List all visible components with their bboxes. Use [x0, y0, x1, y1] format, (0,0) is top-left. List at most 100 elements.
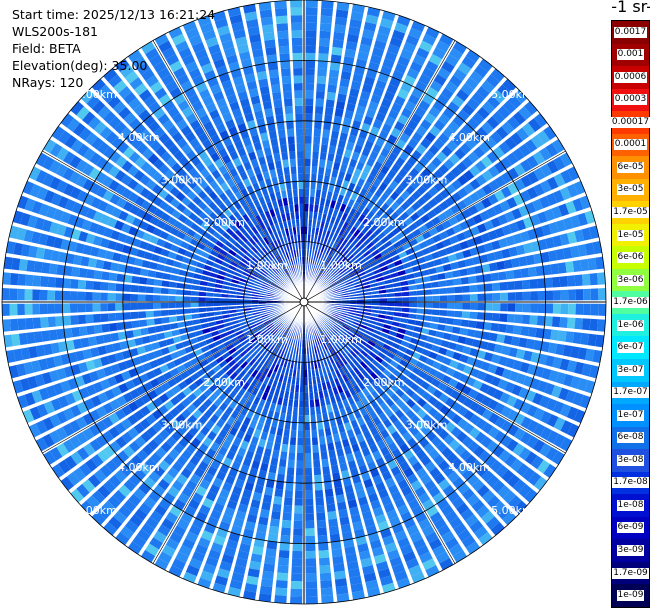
start-time-text: Start time: 2025/12/13 16:21:24 — [12, 7, 216, 22]
range-bin — [178, 327, 188, 335]
range-bin — [285, 181, 292, 191]
range-bin — [246, 409, 255, 419]
range-bin — [309, 196, 315, 205]
range-bin — [324, 198, 331, 208]
range-bin — [81, 373, 93, 385]
range-bin — [334, 262, 342, 270]
range-bin — [316, 328, 321, 337]
range-bin — [285, 344, 290, 353]
range-bin — [181, 397, 192, 408]
range-bin — [334, 334, 342, 342]
range-bin — [165, 53, 180, 66]
range-bin — [40, 317, 49, 329]
range-bin — [226, 450, 236, 461]
range-bin — [89, 409, 101, 422]
ray-line — [34, 164, 305, 303]
ray-line — [210, 301, 305, 590]
ray-line — [240, 6, 305, 303]
range-bin — [335, 234, 342, 243]
range-bin — [320, 15, 333, 25]
range-bin — [253, 243, 261, 252]
range-bin — [466, 266, 476, 276]
range-bin — [249, 403, 258, 413]
range-bin — [321, 261, 327, 270]
range-bin — [230, 184, 240, 194]
range-bin — [350, 513, 362, 524]
range-bin — [328, 76, 339, 86]
range-bin — [304, 400, 309, 408]
range-bin — [288, 353, 293, 361]
range-bin — [515, 291, 523, 301]
range-bin — [36, 186, 49, 201]
range-bin — [419, 263, 428, 271]
range-bin — [268, 525, 279, 535]
range-bin — [349, 127, 359, 137]
range-bin — [533, 183, 545, 197]
range-bin — [305, 120, 313, 129]
range-bin — [264, 351, 271, 359]
range-bin — [16, 227, 27, 241]
range-bin — [163, 371, 173, 381]
range-bin — [280, 271, 287, 279]
range-bin — [535, 265, 545, 277]
range-bin — [499, 281, 508, 291]
range-bin — [562, 247, 573, 260]
range-bin — [382, 369, 392, 378]
range-bin — [317, 60, 328, 70]
range-bin — [320, 252, 326, 261]
range-bin — [261, 203, 269, 213]
range-bin — [299, 400, 304, 408]
range-bin — [429, 511, 443, 524]
range-bin — [244, 73, 256, 83]
range-bin — [447, 101, 460, 114]
range-bin — [102, 89, 116, 104]
range-bin — [283, 359, 289, 368]
range-bin — [351, 259, 359, 267]
range-bin — [438, 459, 450, 472]
range-bin — [188, 426, 199, 437]
range-bin — [233, 220, 242, 229]
range-bin — [69, 291, 78, 301]
range-bin — [317, 352, 323, 361]
range-bin — [332, 386, 339, 396]
range-bin — [258, 180, 266, 189]
range-bin — [79, 127, 92, 141]
range-bin — [170, 395, 181, 406]
range-bin — [501, 469, 515, 483]
range-bin — [109, 399, 121, 411]
range-bin — [232, 157, 242, 168]
range-bin — [422, 191, 433, 202]
range-bin — [340, 290, 349, 294]
range-bin — [353, 426, 362, 436]
range-bin — [343, 56, 355, 66]
range-bin — [267, 352, 274, 361]
range-bin — [180, 333, 189, 341]
range-bin — [39, 289, 48, 301]
range-bin — [184, 87, 197, 99]
range-bin — [580, 258, 590, 272]
range-bin — [404, 173, 415, 184]
range-bin — [281, 229, 287, 238]
range-bin — [378, 310, 387, 315]
range-bin — [117, 141, 130, 154]
ray-line — [303, 137, 558, 303]
range-bin — [269, 169, 277, 178]
range-bin — [228, 298, 237, 302]
range-bin — [382, 535, 395, 546]
range-bin — [222, 457, 233, 468]
range-bin — [378, 105, 389, 116]
range-bin — [446, 310, 455, 317]
range-bin — [451, 179, 463, 191]
range-bin — [369, 467, 380, 478]
range-bin — [431, 378, 441, 388]
range-bin — [305, 596, 318, 604]
range-bin — [393, 312, 402, 317]
range-bin — [246, 80, 258, 91]
range-bin — [353, 185, 362, 195]
range-bin — [438, 429, 450, 440]
range-bin — [35, 420, 48, 435]
range-bin — [367, 532, 380, 543]
range-bin — [168, 144, 180, 156]
range-bin — [146, 243, 156, 253]
range-bin — [439, 557, 454, 571]
